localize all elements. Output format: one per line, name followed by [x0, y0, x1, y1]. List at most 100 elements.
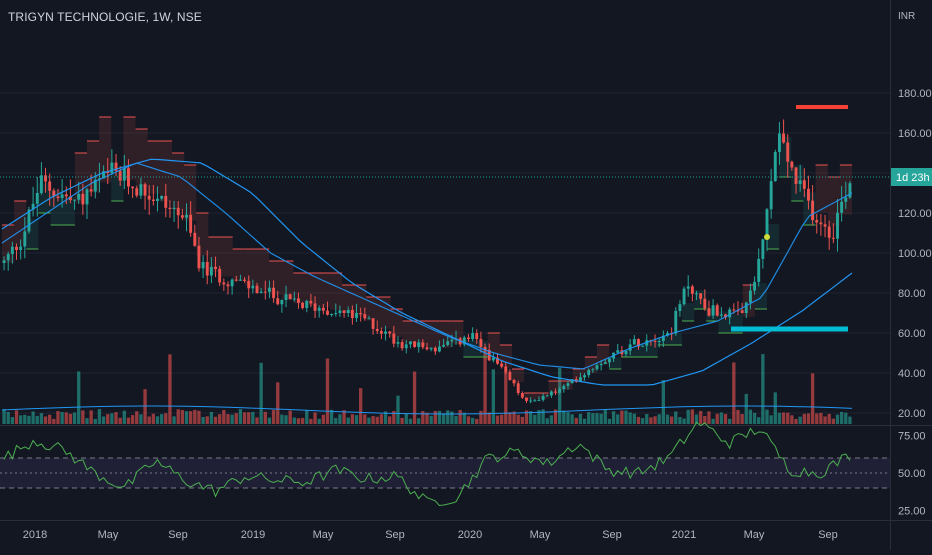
volume-bar [582, 418, 587, 424]
volume-bar [251, 411, 255, 424]
cloud-segment [584, 357, 597, 374]
candle-body [587, 369, 591, 376]
rsi-tick-label: 75.00 [898, 431, 926, 443]
volume-bar [329, 409, 334, 424]
time-tick-label: May [530, 529, 551, 541]
volume-bar [848, 416, 852, 424]
volume-bar [794, 418, 798, 424]
candle-body [197, 245, 201, 269]
volume-bar [475, 418, 479, 424]
candle-body [715, 305, 719, 316]
volume-bar [218, 414, 222, 424]
volume-bar [400, 417, 404, 424]
candle-body [815, 220, 819, 223]
candle-body [147, 195, 151, 200]
volume-bar [516, 414, 520, 424]
volume-bar [732, 362, 736, 424]
cloud-segment [512, 369, 525, 383]
cloud-segment [597, 345, 610, 365]
candle-body [777, 133, 781, 153]
volume-bar [707, 411, 711, 424]
volume-bar [682, 418, 686, 424]
candle-body [243, 279, 247, 281]
volume-average-line [1, 405, 853, 415]
cloud-segment [524, 393, 537, 400]
volume-bar [669, 416, 674, 424]
volume-bar [180, 410, 185, 424]
candle-body [516, 383, 520, 394]
candle-body [317, 307, 321, 311]
volume-bar [665, 414, 670, 424]
volume-bar [164, 413, 168, 424]
cloud-segment [159, 141, 172, 202]
candle-body [740, 310, 744, 313]
volume-bar [653, 416, 657, 424]
candle-body [122, 168, 126, 181]
volume-bar [43, 416, 48, 424]
volume-bar [632, 413, 636, 424]
volume-bar [748, 409, 753, 424]
volume-bar [806, 413, 811, 424]
volume-bar [715, 413, 719, 424]
volume-bar [130, 415, 135, 424]
candle-body [102, 171, 106, 179]
candle-body [276, 298, 280, 305]
candle-body [525, 397, 528, 401]
volume-bar [553, 409, 558, 424]
candle-body [549, 391, 553, 396]
time-tick-label: 2018 [23, 529, 47, 541]
candle-body [848, 183, 852, 198]
candle-body [657, 340, 661, 342]
cloud-segment [14, 201, 27, 246]
cloud-segment [572, 369, 585, 382]
volume-bar [292, 417, 296, 424]
candle-body [172, 207, 176, 210]
candle-body [35, 192, 39, 204]
time-tick-label: 2021 [672, 529, 696, 541]
volume-bar [694, 414, 699, 424]
volume-bar [815, 413, 819, 424]
volume-bar [533, 414, 537, 424]
current-price-badge [891, 168, 932, 186]
candle-body [433, 347, 437, 352]
volume-bar [338, 414, 342, 424]
volume-bar [271, 409, 276, 424]
candle-body [413, 341, 417, 347]
candle-body [234, 279, 238, 281]
volume-bar [425, 412, 429, 424]
volume-bar [802, 413, 806, 424]
candle-body [782, 133, 786, 143]
candle-body [367, 318, 371, 320]
cloud-segment [172, 153, 185, 210]
candle-body [794, 167, 798, 184]
volume-bar [591, 413, 595, 424]
volume-bar [686, 409, 690, 424]
candle-body [326, 310, 329, 315]
volume-bar [744, 393, 748, 424]
candle-body [272, 287, 276, 299]
volume-bar [189, 411, 193, 424]
candle-body [288, 294, 292, 300]
volume-bar [242, 412, 247, 424]
volume-bar [14, 410, 19, 424]
time-tick-label: Sep [168, 529, 188, 541]
price-tick-label: 20.00 [898, 408, 926, 420]
volume-bar [620, 410, 624, 424]
volume-bar [363, 414, 367, 424]
volume-bar [209, 411, 214, 424]
symbol-title[interactable]: TRIGYN TECHNOLOGIE, 1W, NSE [8, 10, 202, 24]
candle-body [827, 226, 831, 238]
time-tick-label: May [98, 529, 119, 541]
volume-bar [773, 392, 777, 424]
volume-bar [321, 414, 325, 424]
candle-body [81, 193, 85, 205]
cloud-segment [232, 249, 245, 282]
cloud-segment [74, 153, 87, 203]
volume-bar [470, 417, 475, 424]
volume-bar [2, 409, 6, 424]
candle-body [429, 347, 433, 350]
volume-bar [60, 412, 64, 424]
volume-bar [657, 414, 661, 424]
